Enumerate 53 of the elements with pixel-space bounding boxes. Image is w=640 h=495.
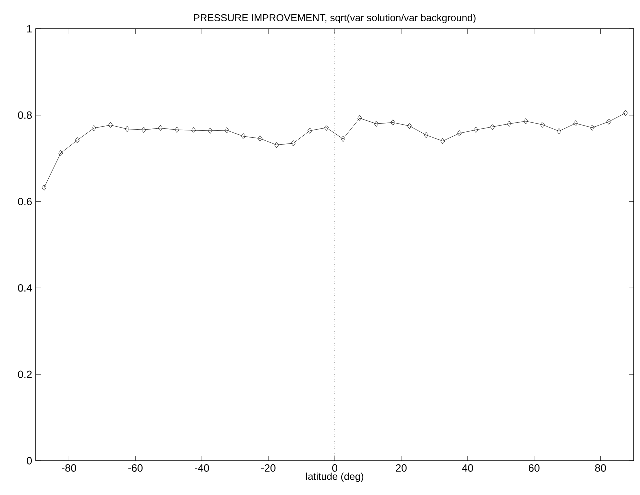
point <box>324 124 329 131</box>
point <box>258 136 263 142</box>
point <box>108 122 114 128</box>
point <box>590 124 595 131</box>
point <box>424 132 429 138</box>
point <box>490 124 496 130</box>
chart-title: PRESSURE IMPROVEMENT, sqrt(var solution/var background) <box>194 14 476 24</box>
x-axis-title: latitude (deg) <box>306 472 364 482</box>
point <box>274 142 280 148</box>
point <box>524 118 528 124</box>
y-tick-label: 0.4 <box>18 284 32 292</box>
x-tick-label: -60 <box>128 464 143 472</box>
y-tick-label: 0.6 <box>18 198 32 206</box>
y-tick-label: 0.8 <box>18 112 32 120</box>
y-tick-label: 1 <box>27 25 32 33</box>
x-tick-label: -20 <box>261 464 276 472</box>
point <box>623 110 628 116</box>
point <box>374 121 379 128</box>
point <box>358 115 362 122</box>
point <box>75 137 80 144</box>
x-tick-label: 60 <box>529 464 540 472</box>
point <box>574 120 578 127</box>
point <box>158 125 163 132</box>
point <box>540 122 545 128</box>
point <box>291 140 296 146</box>
point <box>58 150 64 156</box>
point <box>174 127 180 134</box>
point <box>192 128 196 134</box>
point <box>42 184 47 191</box>
point <box>390 120 396 126</box>
x-tick-label: 80 <box>595 464 606 472</box>
x-tick-label: 0 <box>332 464 338 472</box>
point <box>125 126 130 132</box>
point <box>407 123 412 130</box>
y-tick-label: 0 <box>27 457 32 465</box>
point <box>474 127 478 134</box>
point <box>208 128 213 134</box>
x-tick-label: 20 <box>396 464 407 472</box>
point <box>224 128 230 134</box>
point <box>440 138 446 144</box>
point <box>92 125 96 132</box>
x-tick-label: -40 <box>194 464 210 472</box>
x-tick-label: 40 <box>462 464 474 472</box>
point <box>341 136 346 142</box>
point <box>556 128 562 134</box>
y-tick-label: 0.2 <box>18 370 32 378</box>
point <box>241 134 246 140</box>
point <box>142 127 146 134</box>
point <box>507 121 512 128</box>
point <box>457 130 462 137</box>
x-tick-label: -80 <box>62 464 76 472</box>
point <box>606 118 612 125</box>
point <box>308 128 312 134</box>
